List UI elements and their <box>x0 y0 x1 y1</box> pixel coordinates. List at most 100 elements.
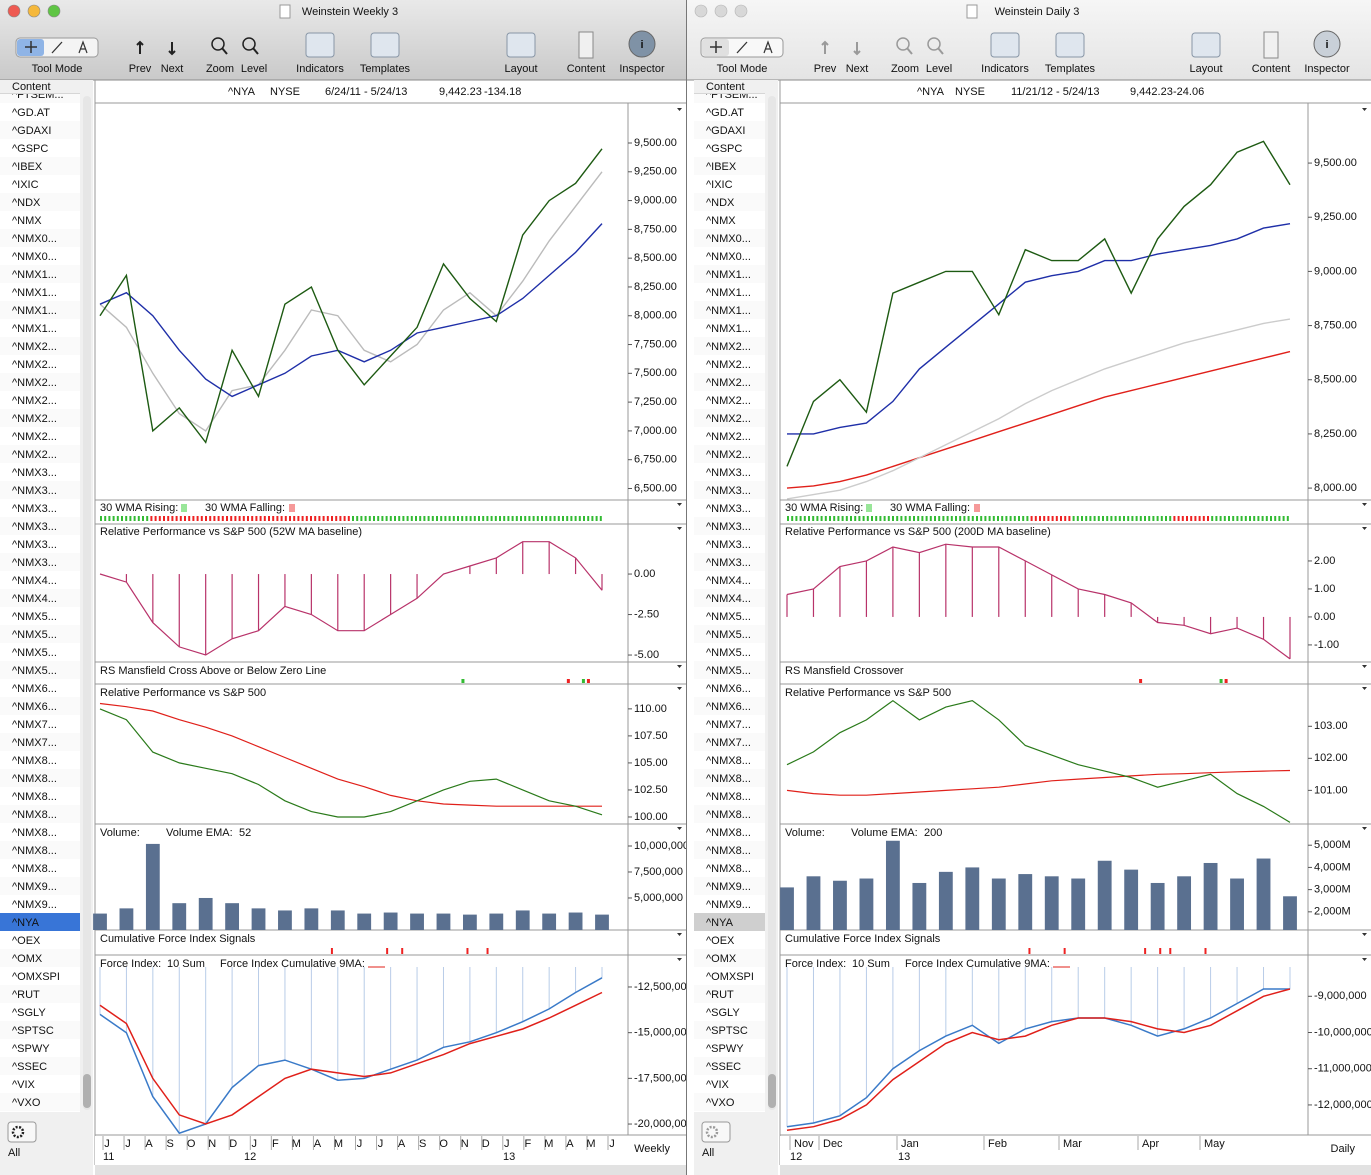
sidebar-item[interactable]: ^NMX0... <box>12 233 57 245</box>
sidebar-row[interactable] <box>0 247 80 265</box>
sidebar-item[interactable]: ^NMX8... <box>706 809 751 821</box>
sidebar-row[interactable] <box>694 427 765 445</box>
sidebar-item[interactable]: ^NMX4... <box>706 575 751 587</box>
sidebar-row[interactable] <box>0 643 80 661</box>
sidebar-row[interactable] <box>694 859 765 877</box>
sidebar-row[interactable] <box>694 1057 765 1075</box>
sidebar-item[interactable]: ^NMX <box>12 215 42 227</box>
sidebar-row[interactable] <box>694 175 765 193</box>
sidebar-item[interactable]: ^SPTSC <box>706 1025 748 1037</box>
period-label[interactable]: Daily <box>1331 1143 1356 1155</box>
sidebar-row[interactable] <box>0 499 80 517</box>
sidebar-row[interactable] <box>0 427 80 445</box>
sidebar-row[interactable] <box>694 697 765 715</box>
sidebar-row[interactable] <box>0 571 80 589</box>
sidebar-item[interactable]: ^NMX8... <box>12 755 57 767</box>
toolbar-icon[interactable] <box>990 32 1020 58</box>
sidebar-row[interactable] <box>0 265 80 283</box>
sidebar-row[interactable] <box>0 823 80 841</box>
sidebar-item[interactable]: ^NMX5... <box>12 647 57 659</box>
sidebar-row[interactable] <box>0 607 80 625</box>
sidebar-item[interactable]: ^NMX6... <box>12 683 57 695</box>
sidebar-item[interactable]: ^NMX3... <box>706 539 751 551</box>
period-label[interactable]: Weekly <box>634 1143 670 1155</box>
sidebar-row[interactable] <box>694 103 765 121</box>
sidebar-item[interactable]: ^NMX8... <box>706 755 751 767</box>
sidebar-row[interactable] <box>0 1075 80 1093</box>
sidebar-item[interactable]: ^NMX5... <box>12 665 57 677</box>
toolbar-label[interactable]: Level <box>241 63 267 75</box>
sidebar-item[interactable]: ^NMX8... <box>12 845 57 857</box>
sidebar-row[interactable] <box>694 1093 765 1111</box>
sidebar-item[interactable]: ^NMX1... <box>706 305 751 317</box>
panel-menu-arrow[interactable] <box>1362 527 1367 530</box>
sidebar-row[interactable] <box>694 985 765 1003</box>
toolbar-label[interactable]: Prev <box>129 63 152 75</box>
sidebar-row[interactable] <box>0 967 80 985</box>
sidebar-row[interactable] <box>694 1075 765 1093</box>
sidebar-item[interactable]: ^NMX3... <box>12 539 57 551</box>
traffic-light[interactable] <box>47 4 61 18</box>
sidebar-item[interactable]: ^NDX <box>12 197 41 209</box>
inspector-icon[interactable] <box>1313 30 1341 58</box>
toolbar-label[interactable]: Zoom <box>891 63 919 75</box>
sidebar-row[interactable] <box>0 895 80 913</box>
sidebar-item[interactable]: ^NMX7... <box>12 737 57 749</box>
sidebar-item[interactable]: ^SSEC <box>706 1061 741 1073</box>
panel-menu-arrow[interactable] <box>677 527 682 530</box>
sidebar-row[interactable] <box>694 571 765 589</box>
toolbar-label[interactable]: Inspector <box>1304 63 1350 75</box>
toolbar-label[interactable]: Content <box>1252 63 1291 75</box>
panel-menu-arrow[interactable] <box>677 933 682 936</box>
sidebar-item[interactable]: ^GSPC <box>706 143 742 155</box>
sidebar-item[interactable]: ^NMX8... <box>12 827 57 839</box>
sidebar-item[interactable]: ^NMX1... <box>12 305 57 317</box>
sidebar-row[interactable] <box>0 229 80 247</box>
sidebar-item[interactable]: ^NMX6... <box>706 701 751 713</box>
panel-menu-arrow[interactable] <box>1362 687 1367 690</box>
sidebar-row[interactable] <box>694 211 765 229</box>
sidebar-row[interactable] <box>694 913 765 931</box>
sidebar-row[interactable] <box>0 319 80 337</box>
sidebar-row[interactable] <box>694 643 765 661</box>
sidebar-item[interactable]: ^NMX0... <box>12 251 57 263</box>
sidebar-row[interactable] <box>694 193 765 211</box>
toolbar-icon[interactable] <box>1055 32 1085 58</box>
toolbar-label[interactable]: Prev <box>814 63 837 75</box>
sidebar-row[interactable] <box>0 103 80 121</box>
sidebar-row[interactable] <box>694 715 765 733</box>
traffic-light[interactable] <box>714 4 728 18</box>
panel-menu-arrow[interactable] <box>677 827 682 830</box>
sidebar-row[interactable] <box>0 1003 80 1021</box>
sidebar-row[interactable] <box>0 337 80 355</box>
sidebar-item[interactable]: ^NMX2... <box>706 359 751 371</box>
panel-menu-arrow[interactable] <box>1362 827 1367 830</box>
panel-menu-arrow[interactable] <box>677 958 682 961</box>
sidebar-row[interactable] <box>694 319 765 337</box>
toolbar-label[interactable]: Indicators <box>296 63 344 75</box>
sidebar-item[interactable]: ^GD.AT <box>706 107 744 119</box>
sidebar-item[interactable]: ^NMX2... <box>706 413 751 425</box>
sidebar-item[interactable]: ^OMX <box>12 953 43 965</box>
sidebar-item[interactable]: ^OEX <box>12 935 41 947</box>
panel-menu-arrow[interactable] <box>1362 503 1367 506</box>
sidebar-item[interactable]: ^IXIC <box>706 179 733 191</box>
sidebar-item[interactable]: ^NMX8... <box>12 863 57 875</box>
sidebar-item[interactable]: ^GDAXI <box>12 125 51 137</box>
sidebar-row[interactable] <box>694 769 765 787</box>
toolbar-icon[interactable] <box>370 32 400 58</box>
panel-menu-arrow[interactable] <box>677 503 682 506</box>
sidebar-row[interactable] <box>694 589 765 607</box>
sidebar-row[interactable] <box>694 1039 765 1057</box>
sidebar-row[interactable] <box>694 463 765 481</box>
panel-menu-arrow[interactable] <box>677 687 682 690</box>
sidebar-item[interactable]: ^NMX2... <box>12 395 57 407</box>
sidebar-item[interactable]: ^NMX <box>706 215 736 227</box>
panel-menu-arrow[interactable] <box>1362 108 1367 111</box>
sidebar-row[interactable] <box>694 247 765 265</box>
sidebar-row[interactable] <box>694 157 765 175</box>
sidebar-row[interactable] <box>694 931 765 949</box>
sidebar-row[interactable] <box>0 715 80 733</box>
sidebar-item[interactable]: ^NMX2... <box>12 377 57 389</box>
sidebar-row[interactable] <box>694 301 765 319</box>
